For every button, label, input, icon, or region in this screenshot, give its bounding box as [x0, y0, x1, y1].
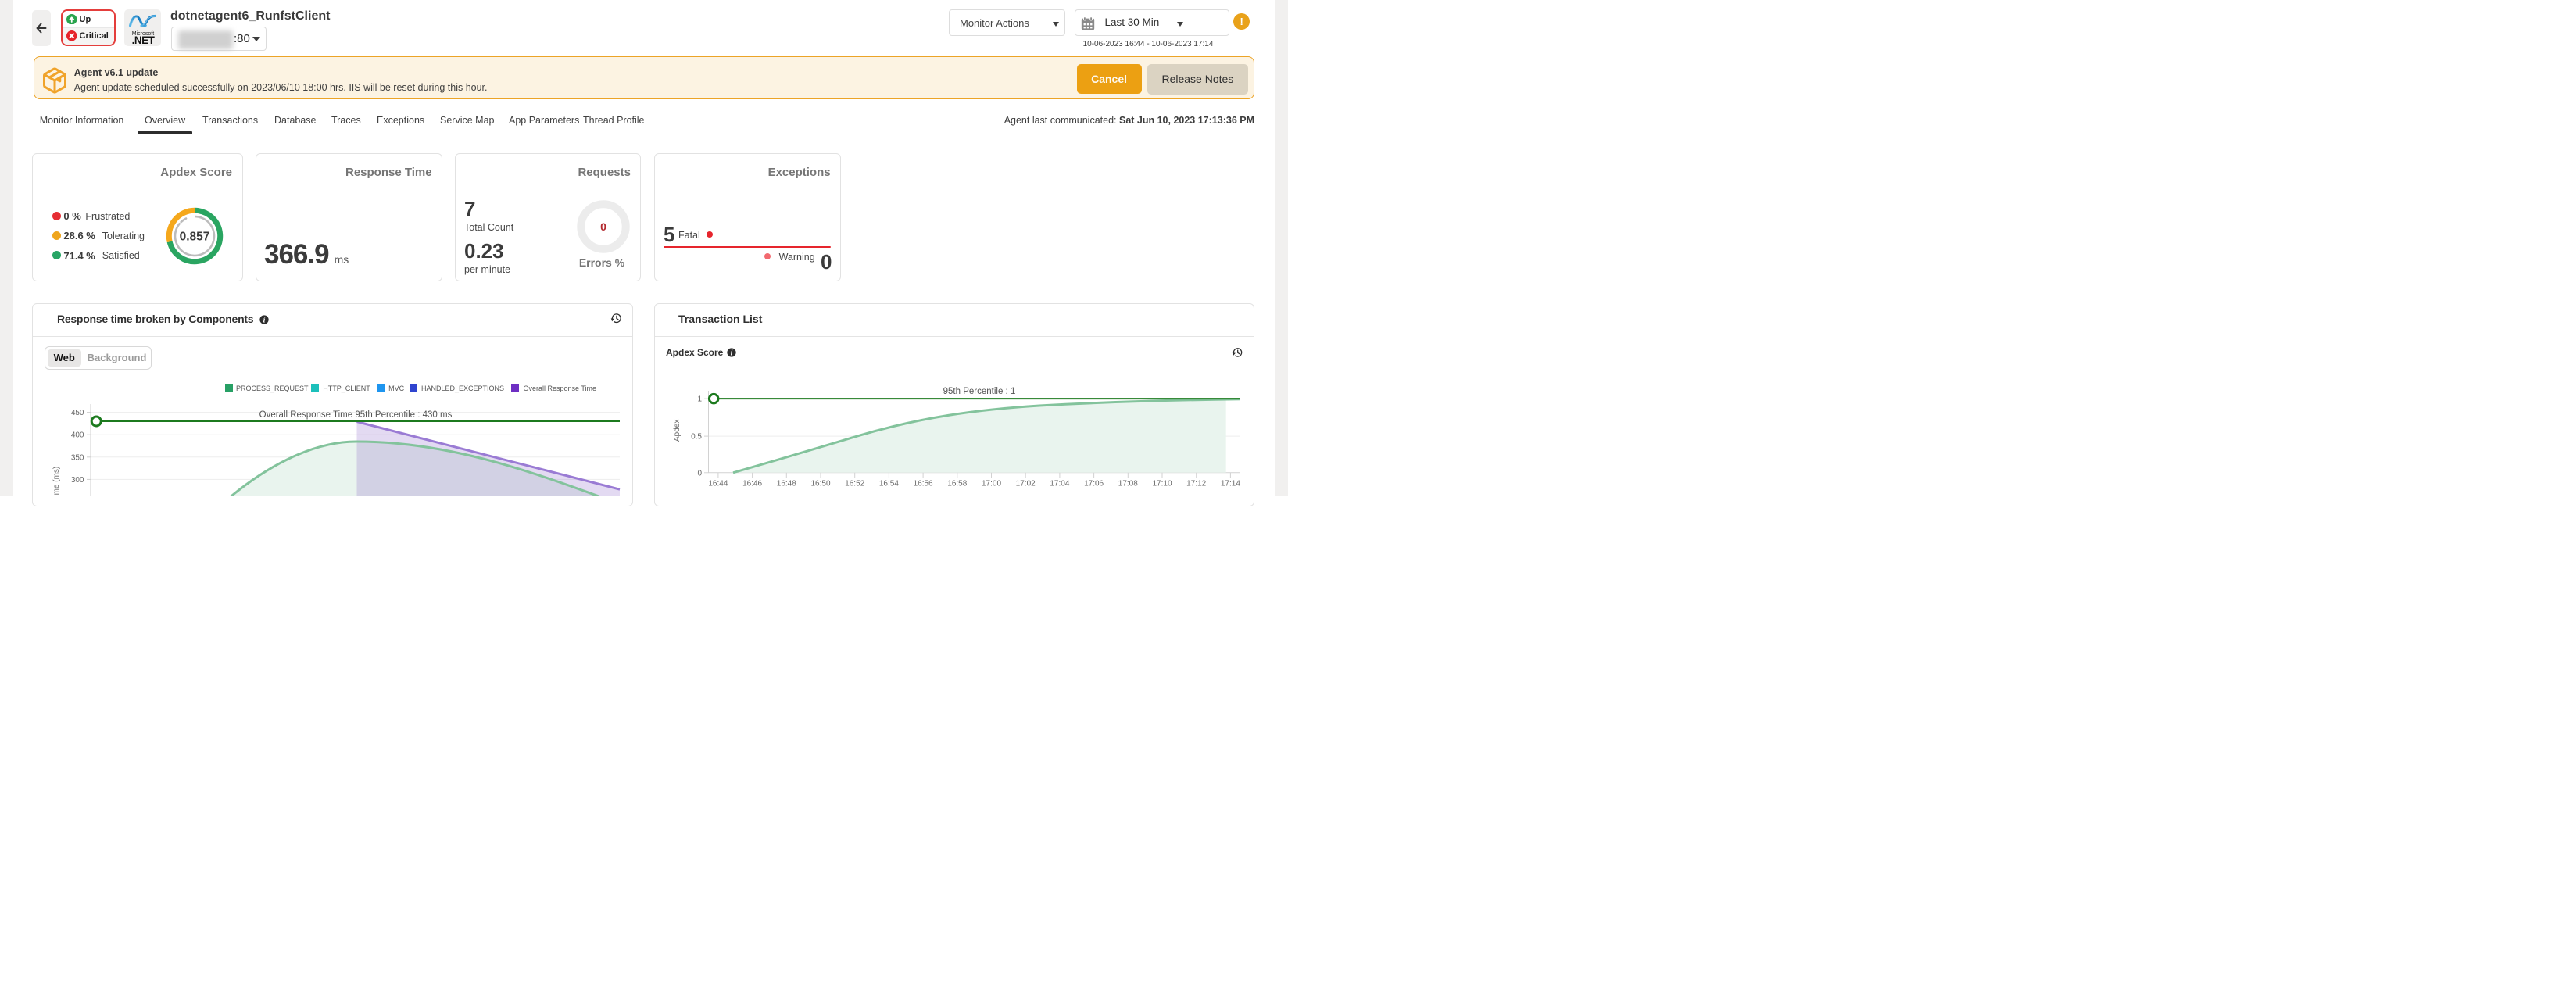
svg-text:450: 450: [71, 409, 84, 417]
svg-text:17:08: 17:08: [1118, 480, 1138, 488]
svg-text:0.857: 0.857: [180, 231, 210, 244]
svg-text:0.5: 0.5: [691, 433, 702, 442]
svg-text:95th Percentile : 1: 95th Percentile : 1: [943, 387, 1016, 396]
svg-text:16:54: 16:54: [879, 480, 899, 488]
svg-text:16:48: 16:48: [777, 480, 796, 488]
svg-text:0: 0: [697, 469, 702, 478]
svg-text:17:14: 17:14: [1221, 480, 1240, 488]
svg-text:16:56: 16:56: [914, 480, 933, 488]
svg-text:Response Time (ms): Response Time (ms): [52, 467, 61, 496]
svg-text:17:04: 17:04: [1050, 480, 1069, 488]
svg-text:17:02: 17:02: [1016, 480, 1036, 488]
svg-text:16:58: 16:58: [947, 480, 967, 488]
svg-text:17:00: 17:00: [982, 480, 1001, 488]
svg-text:16:44: 16:44: [708, 480, 728, 488]
svg-text:Microsoft: Microsoft: [132, 31, 154, 37]
svg-text:16:46: 16:46: [742, 480, 762, 488]
svg-text:Overall Response Time 95th Per: Overall Response Time 95th Percentile : …: [259, 410, 453, 420]
svg-text:0: 0: [600, 220, 606, 233]
svg-text:.NET: .NET: [131, 34, 155, 46]
svg-text:i: i: [263, 316, 265, 324]
svg-text:17:06: 17:06: [1084, 480, 1104, 488]
svg-text:16:50: 16:50: [810, 480, 830, 488]
svg-text:16:52: 16:52: [845, 480, 864, 488]
svg-text:1: 1: [697, 395, 702, 404]
svg-text:400: 400: [71, 431, 84, 440]
svg-text:17:10: 17:10: [1152, 480, 1172, 488]
svg-text:Apdex: Apdex: [673, 420, 682, 442]
svg-text:i: i: [731, 349, 733, 357]
svg-text:17:12: 17:12: [1186, 480, 1206, 488]
svg-text:300: 300: [71, 476, 84, 485]
svg-text:350: 350: [71, 453, 84, 462]
